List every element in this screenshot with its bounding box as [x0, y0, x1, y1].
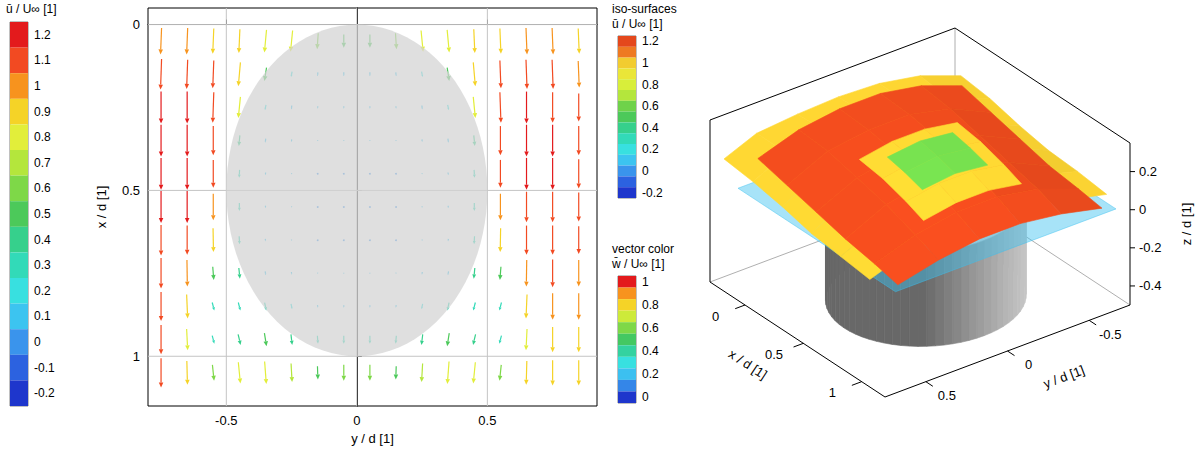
svg-text:0: 0: [642, 164, 649, 178]
svg-text:0.6: 0.6: [642, 321, 659, 335]
svg-text:1: 1: [829, 385, 836, 400]
svg-text:0.9: 0.9: [34, 105, 51, 119]
svg-text:-0.2: -0.2: [1139, 240, 1161, 255]
svg-text:0.5: 0.5: [478, 413, 496, 428]
svg-text:y / d [1]: y / d [1]: [1041, 362, 1086, 391]
svg-text:0: 0: [642, 390, 649, 404]
svg-text:0.8: 0.8: [642, 78, 659, 92]
svg-text:0.2: 0.2: [1139, 164, 1157, 179]
svg-text:-0.2: -0.2: [642, 186, 663, 200]
svg-text:y / d [1]: y / d [1]: [351, 431, 394, 446]
svg-text:1: 1: [642, 56, 649, 70]
svg-text:1: 1: [34, 79, 41, 93]
svg-text:0.6: 0.6: [642, 99, 659, 113]
svg-text:0.7: 0.7: [34, 156, 51, 170]
svg-text:1.2: 1.2: [34, 28, 51, 42]
svg-text:w̄ / U∞ [1]: w̄ / U∞ [1]: [611, 257, 665, 271]
svg-text:0.3: 0.3: [34, 258, 51, 272]
svg-text:1: 1: [133, 349, 140, 364]
svg-text:0.5: 0.5: [122, 183, 140, 198]
svg-text:z / d [1]: z / d [1]: [1179, 203, 1194, 246]
svg-text:-0.5: -0.5: [1099, 327, 1121, 342]
svg-text:1.2: 1.2: [642, 34, 659, 48]
svg-text:0.4: 0.4: [642, 344, 659, 358]
svg-text:-0.5: -0.5: [215, 413, 237, 428]
svg-text:0.4: 0.4: [34, 233, 51, 247]
svg-text:0.5: 0.5: [938, 388, 956, 403]
svg-text:0: 0: [34, 335, 41, 349]
svg-text:0: 0: [133, 17, 140, 32]
svg-text:ū / U∞ [1]: ū / U∞ [1]: [6, 2, 57, 16]
svg-text:0.8: 0.8: [34, 130, 51, 144]
svg-text:1: 1: [642, 275, 649, 289]
svg-text:0.5: 0.5: [765, 347, 783, 362]
svg-text:0: 0: [353, 413, 360, 428]
svg-text:0: 0: [712, 309, 719, 324]
svg-text:0.2: 0.2: [642, 367, 659, 381]
svg-text:0.2: 0.2: [642, 142, 659, 156]
svg-text:0.4: 0.4: [642, 121, 659, 135]
svg-text:iso-surfaces: iso-surfaces: [612, 2, 677, 16]
svg-text:x / d [1]: x / d [1]: [726, 346, 770, 382]
svg-text:1.1: 1.1: [34, 53, 51, 67]
svg-text:ū / U∞ [1]: ū / U∞ [1]: [612, 17, 663, 31]
svg-text:-0.1: -0.1: [34, 361, 55, 375]
svg-text:-0.2: -0.2: [34, 386, 55, 400]
svg-text:0.8: 0.8: [642, 298, 659, 312]
svg-text:x / d [1]: x / d [1]: [94, 186, 109, 229]
svg-text:0.6: 0.6: [34, 181, 51, 195]
svg-text:0.2: 0.2: [34, 284, 51, 298]
svg-text:0: 0: [1025, 357, 1032, 372]
svg-text:0.5: 0.5: [34, 207, 51, 221]
svg-text:0.1: 0.1: [34, 309, 51, 323]
svg-text:vector color: vector color: [612, 242, 674, 256]
svg-text:0: 0: [1139, 202, 1146, 217]
svg-text:-0.4: -0.4: [1139, 278, 1161, 293]
